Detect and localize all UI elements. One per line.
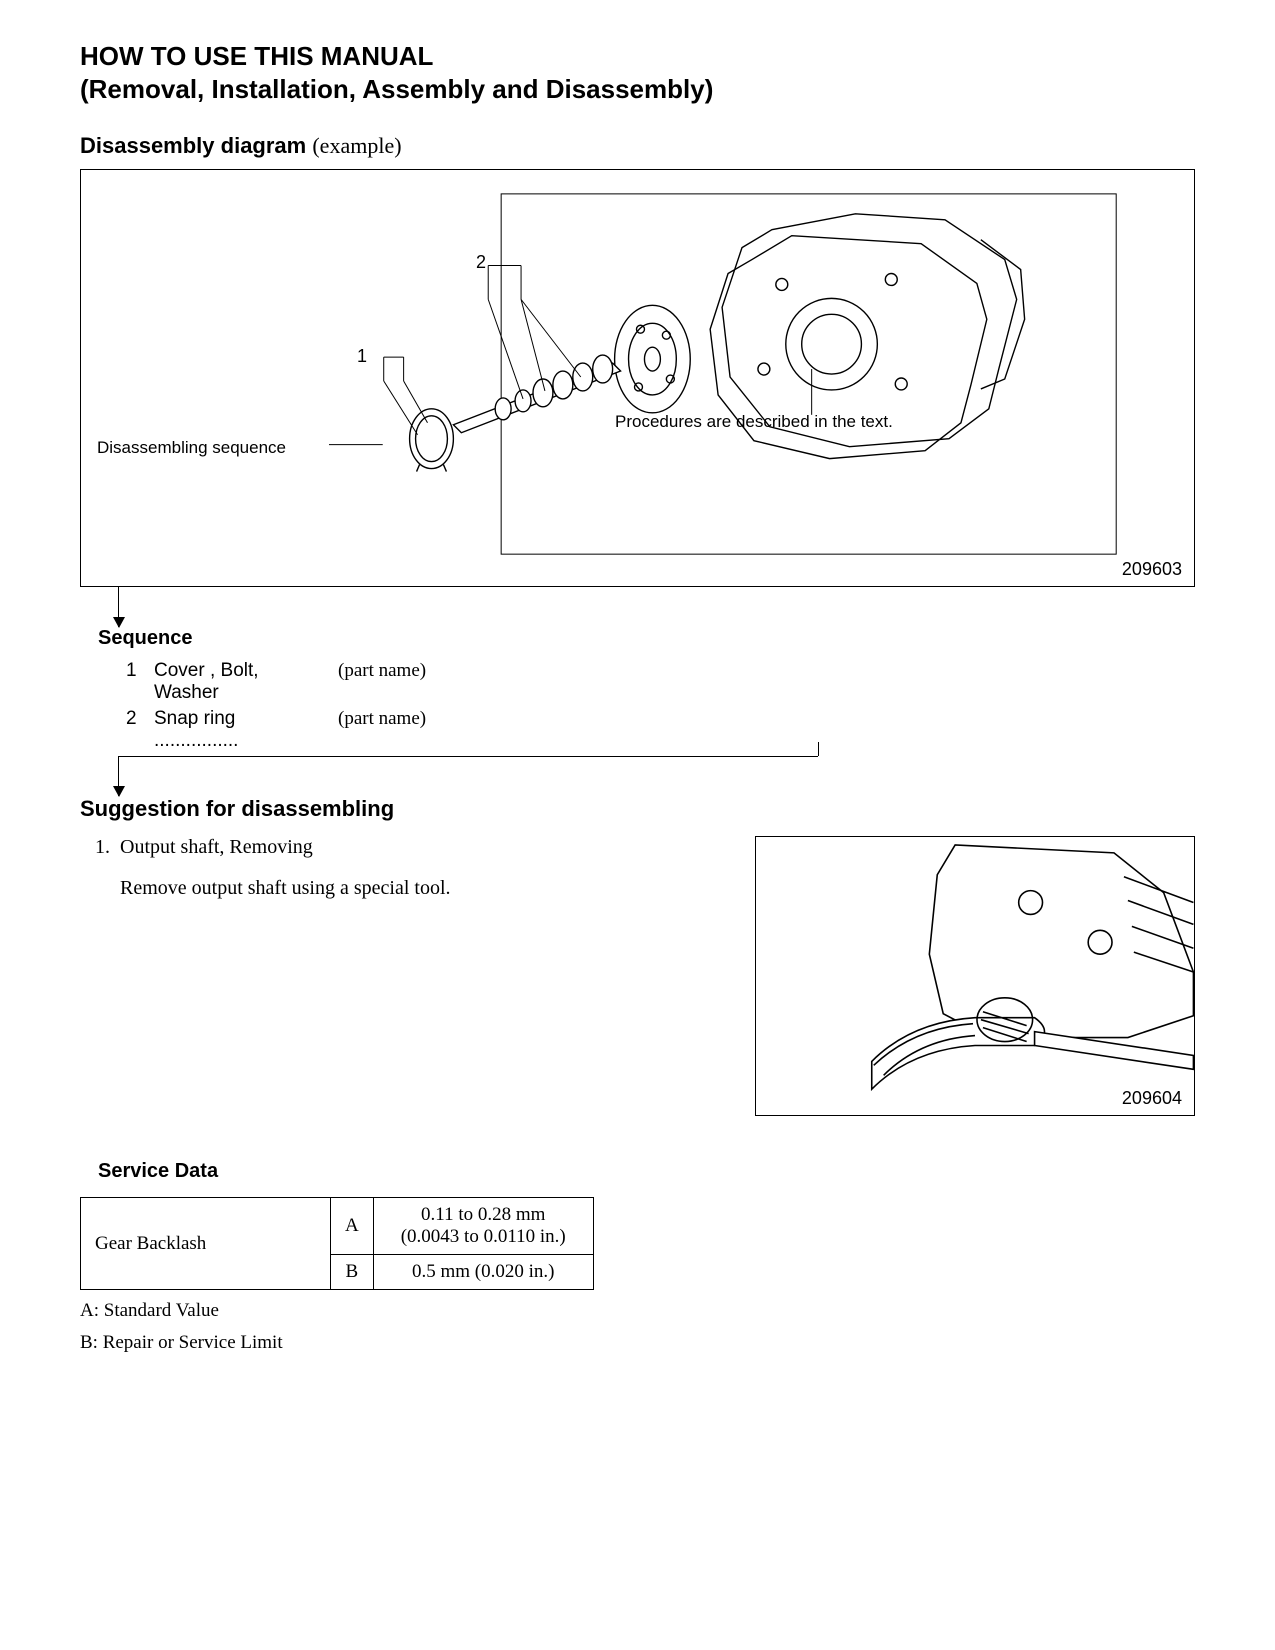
sequence-num: 2 [126, 708, 140, 730]
sequence-num: 1 [126, 660, 140, 682]
table-code: A [331, 1198, 374, 1255]
suggestion-heading: Suggestion for disassembling [80, 796, 1195, 822]
step-title: Output shaft, Removing [120, 836, 735, 859]
page-title-line2: (Removal, Installation, Assembly and Dis… [80, 73, 1195, 106]
tool-diagram-svg [756, 837, 1194, 1115]
table-value: 0.11 to 0.28 mm (0.0043 to 0.0110 in.) [373, 1198, 593, 1255]
table-value-line: 0.11 to 0.28 mm [388, 1204, 579, 1226]
sequence-note: (part name) [338, 660, 426, 682]
service-data-heading: Service Data [98, 1160, 1195, 1183]
sequence-label: Cover , Bolt, Washer [154, 660, 324, 704]
diagram-heading-note: (example) [312, 133, 401, 158]
figure-number-main: 209603 [1122, 559, 1182, 580]
diagram-box-main: 2 1 Disassembling sequence Procedures ar… [80, 169, 1195, 587]
table-value-line: (0.0043 to 0.0110 in.) [388, 1226, 579, 1248]
step-text: Remove output shaft using a special tool… [120, 877, 735, 900]
sequence-label: Snap ring ................ [154, 708, 324, 752]
sequence-list: 1 Cover , Bolt, Washer (part name) 2 Sna… [126, 660, 1195, 752]
page-title-line1: HOW TO USE THIS MANUAL [80, 40, 1195, 73]
callout-number-1: 1 [357, 346, 367, 367]
sequence-row: 2 Snap ring ................ (part name) [126, 708, 1195, 752]
sequence-note: (part name) [338, 708, 426, 730]
table-label: Gear Backlash [81, 1198, 331, 1290]
diagram-heading: Disassembly diagram [80, 133, 306, 158]
diagram-box-small: 209604 [755, 836, 1195, 1116]
sequence-row: 1 Cover , Bolt, Washer (part name) [126, 660, 1195, 704]
callout-disassembling-sequence: Disassembling sequence [93, 436, 290, 460]
callout-number-2: 2 [476, 252, 486, 273]
step-number: 1. [86, 836, 110, 859]
callout-procedures-text: Procedures are described in the text. [611, 410, 897, 434]
arrow-to-sequence [118, 587, 119, 627]
exploded-diagram-svg [81, 170, 1194, 586]
legend-b: B: Repair or Service Limit [80, 1332, 1195, 1354]
arrow-to-suggestion [118, 756, 1195, 796]
legend-a: A: Standard Value [80, 1300, 1195, 1322]
table-code: B [331, 1255, 374, 1290]
service-data-table: Gear Backlash A 0.11 to 0.28 mm (0.0043 … [80, 1197, 594, 1290]
sequence-heading: Sequence [98, 627, 1195, 650]
figure-number-small: 209604 [1122, 1088, 1182, 1109]
table-value: 0.5 mm (0.020 in.) [373, 1255, 593, 1290]
